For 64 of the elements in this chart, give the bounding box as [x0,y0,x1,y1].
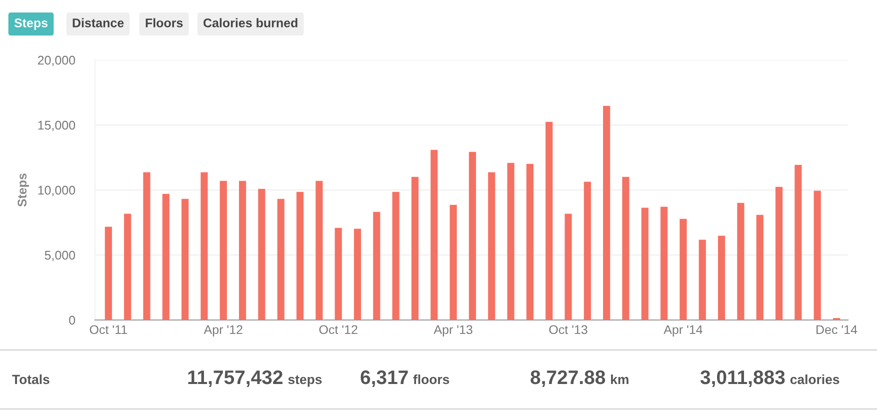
text: 3,011,883 [700,370,785,388]
x-tick-label: Oct '13 [549,325,588,334]
bar [660,206,668,320]
bar [430,150,438,320]
bar [507,162,514,320]
x-tick-label: Oct '11 [90,325,127,334]
bar [622,176,630,320]
bar [737,202,744,320]
bar [258,188,266,320]
text: 6,317 [360,370,408,388]
bar [220,180,227,320]
bar [814,190,821,320]
bar [373,212,380,320]
x-tick-label: Apr '12 [204,325,242,337]
bar [775,186,783,320]
bar [488,172,496,320]
bar [564,214,572,320]
text: km [611,374,628,384]
bar [316,180,323,320]
bar [143,172,150,320]
y-tick-label: 0 [69,316,76,325]
bar [756,214,764,320]
bar [546,122,553,320]
text: Distance [72,18,124,28]
bar [718,236,726,320]
text: steps [288,375,322,387]
y-tick-label: 5,000 [44,250,76,262]
text: 11,757,432 [188,370,282,388]
bar [680,218,687,320]
x-tick-label: Oct '12 [319,325,358,334]
text: calories [790,374,840,384]
bar [698,240,706,320]
bar [411,176,419,320]
y-tick-label: 20,000 [38,56,76,66]
bar [392,192,400,320]
x-tick-label: Apr '13 [434,325,472,337]
bar [162,194,170,320]
bar [104,226,112,320]
bar [794,164,802,320]
text: Steps [14,18,48,30]
y-tick-label: 10,000 [38,186,76,196]
bar [200,172,208,320]
bar [354,228,362,320]
bar [124,214,132,320]
bar [238,180,246,320]
bar [468,152,476,320]
text: Floors [146,18,183,28]
bar [182,198,189,320]
bar [296,192,304,320]
bar [641,208,648,320]
bar [334,228,342,320]
bar [526,164,534,320]
text: Calories burned [204,18,298,28]
bar [277,198,284,320]
text: floors [413,374,450,384]
text: 8,727.88 [530,370,606,388]
bar [450,204,457,320]
x-tick-label: Apr '14 [664,325,702,337]
text: Totals [12,374,50,384]
y-tick-label: 15,000 [38,120,76,132]
y-axis-title: Steps [18,173,29,207]
bar [584,182,591,320]
bar [603,106,610,320]
x-tick-label: Dec '14 [816,325,858,334]
